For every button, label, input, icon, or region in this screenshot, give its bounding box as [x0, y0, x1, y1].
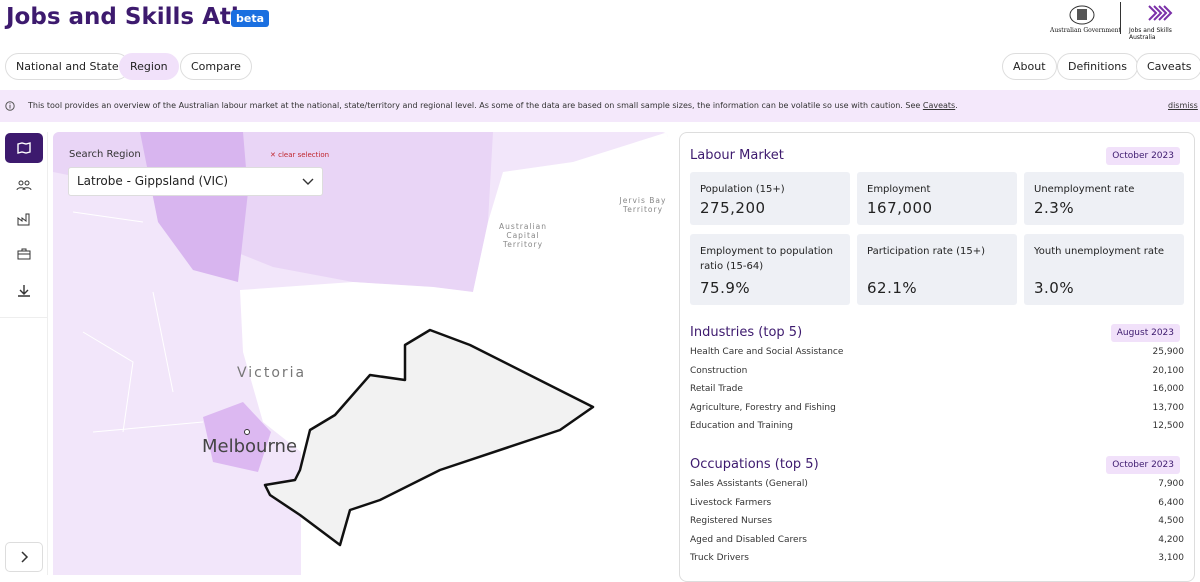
stat-value: 2.3%: [1034, 199, 1075, 217]
nav-tab[interactable]: Region: [119, 53, 179, 80]
region-select[interactable]: Latrobe - Gippsland (VIC): [68, 167, 323, 196]
info-panel: Labour Market October 2023 Population (15+…: [679, 132, 1195, 582]
row-value: 3,100: [1158, 553, 1184, 563]
stat-value: 275,200: [700, 199, 766, 217]
jsa-logo: Jobs and Skills Australia: [1129, 27, 1172, 41]
download-button[interactable]: [5, 275, 43, 305]
section-date: October 2023: [1106, 456, 1180, 474]
banner-text: This tool provides an overview of the Au…: [28, 101, 958, 110]
beta-badge: beta: [231, 10, 270, 27]
divider: [1120, 2, 1121, 34]
crest: [1069, 5, 1095, 25]
map-shapes: [53, 132, 668, 575]
row-value: 13,700: [1152, 402, 1185, 413]
row-label: Registered Nurses: [690, 516, 773, 526]
row-value: 7,900: [1158, 479, 1184, 489]
list-row: Agriculture, Forestry and Fishing 13,700: [690, 403, 1184, 413]
gov-logo: Australian Government: [1050, 27, 1121, 34]
list-row: Aged and Disabled Carers 4,200: [690, 535, 1184, 545]
people-button[interactable]: [5, 170, 43, 200]
row-label: Livestock Farmers: [690, 497, 772, 508]
jobs-button[interactable]: [5, 239, 43, 269]
list-row: Education and Training 12,500: [690, 421, 1184, 431]
list-row: Retail Trade 16,000: [690, 384, 1184, 394]
nav-tab[interactable]: National and State: [5, 53, 130, 80]
selected-region[interactable]: Latrobe - Gippsland (VIC): [77, 174, 229, 188]
list-row: Health Care and Social Assistance 25,900: [690, 347, 1184, 357]
stat-label: Employment: [867, 184, 931, 195]
expand-button[interactable]: [5, 542, 43, 572]
list-row: Registered Nurses 4,500: [690, 516, 1184, 526]
list-row: Truck Drivers 3,100: [690, 553, 1184, 563]
stat-label: Participation rate (15+): [867, 246, 986, 257]
dismiss-link[interactable]: dismiss: [1168, 101, 1198, 110]
row-value: 16,000: [1152, 384, 1185, 394]
list-row: Sales Assistants (General) 7,900: [690, 479, 1184, 489]
nav-tab[interactable]: Compare: [180, 53, 252, 80]
row-label: Aged and Disabled Carers: [690, 534, 807, 545]
row-label: Health Care and Social Assistance: [690, 347, 844, 357]
stat-label: Employment to population ratio (15-64): [700, 246, 833, 272]
stat-card: Participation rate (15+) 62.1%: [857, 234, 1017, 305]
search-label: Search Region: [69, 149, 141, 160]
info-banner: This tool provides an overview of the Au…: [0, 90, 1200, 122]
stat-card: Population (15+) 275,200: [690, 172, 850, 225]
map[interactable]: Victoria Melbourne Australian Capital Te…: [53, 132, 668, 575]
row-value: 20,100: [1152, 365, 1185, 376]
nav-link[interactable]: About: [1002, 53, 1057, 80]
stat-value: 75.9%: [700, 279, 751, 297]
row-label: Construction: [690, 365, 748, 376]
stat-card: Unemployment rate 2.3%: [1024, 172, 1184, 225]
row-label: Education and Training: [690, 421, 793, 431]
section-title: Industries (top 5): [690, 325, 803, 340]
list-row: Livestock Farmers 6,400: [690, 498, 1184, 508]
map-label: Jervis Bay Territory: [619, 196, 667, 214]
stat-label: Unemployment rate: [1034, 184, 1135, 195]
row-value: 6,400: [1158, 497, 1184, 508]
row-value: 12,500: [1152, 421, 1185, 431]
clear-text[interactable]: clear selection: [278, 151, 330, 159]
nav-link[interactable]: Definitions: [1057, 53, 1138, 80]
row-value: 25,900: [1152, 347, 1185, 357]
banner-text: .: [955, 101, 958, 110]
separator: [0, 317, 48, 318]
stat-value: 167,000: [867, 199, 933, 217]
app-title: Jobs and Skills Atlas: [6, 4, 268, 30]
stat-label: Population (15+): [700, 184, 785, 195]
stat-card: Employment to population ratio (15-64) 75…: [690, 234, 850, 305]
info-icon: [5, 101, 15, 111]
stat-label: Youth unemployment rate: [1034, 246, 1165, 257]
stat-card: Employment 167,000: [857, 172, 1017, 225]
jsa-mark: [1148, 5, 1173, 21]
map-button[interactable]: [5, 133, 43, 163]
banner-link[interactable]: Caveats: [922, 101, 956, 110]
sidebar: [0, 132, 48, 575]
stat-value: 3.0%: [1034, 279, 1075, 297]
map-label: Australian Capital Territory: [499, 222, 547, 249]
map-label: Melbourne: [202, 436, 298, 457]
row-label: Sales Assistants (General): [690, 479, 808, 489]
section-title: Labour Market: [690, 148, 784, 163]
section-date: October 2023: [1106, 147, 1180, 165]
map-label: Victoria: [237, 365, 307, 381]
section-title: Occupations (top 5): [690, 457, 819, 472]
stat-value: 62.1%: [867, 279, 918, 297]
row-label: Agriculture, Forestry and Fishing: [690, 402, 836, 413]
list-row: Construction 20,100: [690, 366, 1184, 376]
clear-selection[interactable]: ✕ clear selection: [270, 151, 330, 159]
nav-link[interactable]: Caveats: [1136, 53, 1200, 80]
row-value: 4,200: [1158, 534, 1184, 545]
row-value: 4,500: [1158, 516, 1184, 526]
industry-button[interactable]: [5, 204, 43, 234]
banner-text: This tool provides an overview of the Au…: [28, 101, 923, 110]
section-date: August 2023: [1110, 324, 1180, 342]
stat-card: Youth unemployment rate 3.0%: [1024, 234, 1184, 305]
row-label: Truck Drivers: [690, 553, 749, 563]
row-label: Retail Trade: [690, 384, 743, 394]
